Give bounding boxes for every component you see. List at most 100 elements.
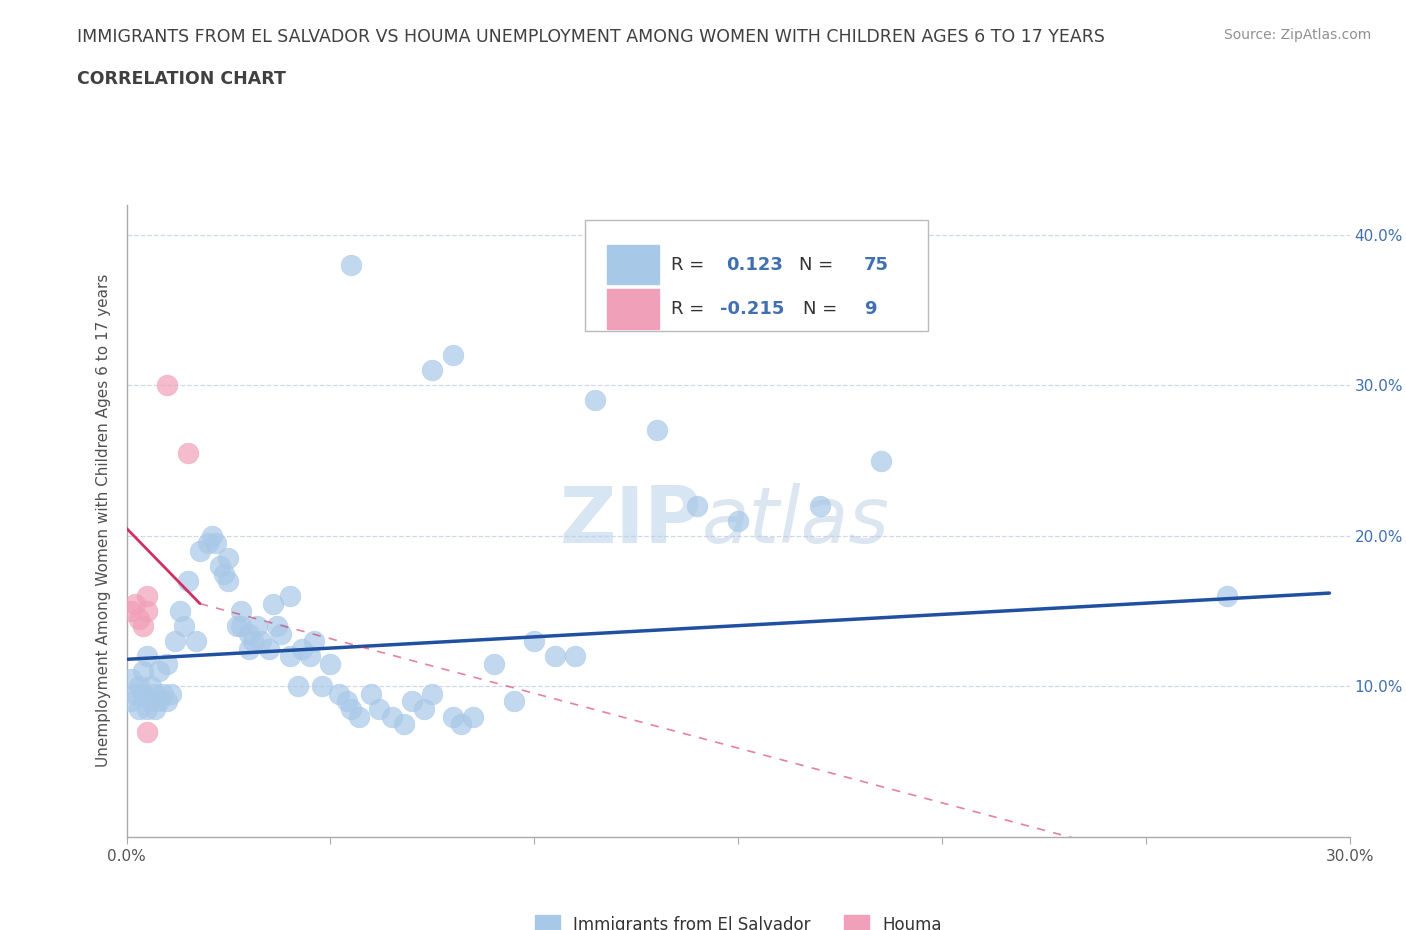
Point — [218, 551, 240, 565]
Point — [259, 642, 281, 657]
Point — [156, 657, 179, 671]
Point — [143, 686, 166, 701]
Point — [441, 709, 464, 724]
Point — [543, 649, 565, 664]
Point — [156, 378, 179, 392]
Point — [401, 694, 423, 709]
Point — [727, 513, 749, 528]
Point — [135, 649, 157, 664]
Point — [278, 589, 301, 604]
Point — [246, 618, 269, 633]
Point — [156, 694, 179, 709]
Point — [463, 709, 485, 724]
Text: N =: N = — [800, 256, 839, 273]
Point — [120, 694, 142, 709]
Point — [503, 694, 526, 709]
Point — [278, 649, 301, 664]
Point — [218, 574, 240, 589]
Text: atlas: atlas — [702, 483, 890, 559]
Point — [262, 596, 284, 611]
Point — [270, 626, 292, 641]
Point — [238, 642, 260, 657]
Point — [128, 611, 150, 626]
Point — [139, 694, 162, 709]
Text: -0.215: -0.215 — [720, 300, 785, 318]
Point — [340, 701, 363, 716]
Point — [242, 634, 264, 649]
Point — [645, 423, 668, 438]
Point — [184, 634, 207, 649]
Point — [188, 543, 211, 558]
Point — [392, 717, 415, 732]
Point — [132, 618, 155, 633]
Point — [523, 634, 546, 649]
Text: Source: ZipAtlas.com: Source: ZipAtlas.com — [1223, 28, 1371, 42]
Point — [143, 701, 166, 716]
Point — [148, 664, 170, 679]
Point — [120, 671, 142, 686]
Point — [229, 618, 252, 633]
Point — [197, 536, 219, 551]
Text: CORRELATION CHART: CORRELATION CHART — [77, 70, 287, 87]
Point — [201, 528, 224, 543]
Point — [1216, 589, 1239, 604]
Point — [368, 701, 391, 716]
Point — [422, 363, 444, 378]
Point — [209, 559, 232, 574]
Point — [139, 679, 162, 694]
Point — [135, 604, 157, 618]
Point — [173, 618, 195, 633]
Text: R =: R = — [671, 300, 710, 318]
Point — [287, 679, 309, 694]
Point — [380, 709, 404, 724]
Point — [225, 618, 247, 633]
Point — [238, 626, 260, 641]
Point — [336, 694, 359, 709]
Point — [328, 686, 350, 701]
Point — [177, 574, 200, 589]
Point — [120, 604, 142, 618]
FancyBboxPatch shape — [607, 246, 658, 285]
Legend: Immigrants from El Salvador, Houma: Immigrants from El Salvador, Houma — [526, 907, 950, 930]
Point — [302, 634, 325, 649]
Point — [132, 686, 155, 701]
Point — [169, 604, 191, 618]
Text: IMMIGRANTS FROM EL SALVADOR VS HOUMA UNEMPLOYMENT AMONG WOMEN WITH CHILDREN AGES: IMMIGRANTS FROM EL SALVADOR VS HOUMA UNE… — [77, 28, 1105, 46]
Point — [165, 634, 187, 649]
Point — [177, 445, 200, 460]
Point — [319, 657, 342, 671]
Text: 75: 75 — [865, 256, 889, 273]
Point — [152, 686, 174, 701]
Point — [482, 657, 505, 671]
Point — [299, 649, 322, 664]
Text: 0.123: 0.123 — [725, 256, 783, 273]
Point — [148, 694, 170, 709]
Point — [413, 701, 436, 716]
Point — [205, 536, 228, 551]
Point — [808, 498, 831, 513]
Point — [441, 348, 464, 363]
Point — [311, 679, 333, 694]
Point — [450, 717, 472, 732]
Point — [422, 686, 444, 701]
Point — [585, 392, 607, 407]
Point — [160, 686, 183, 701]
Point — [128, 701, 150, 716]
Y-axis label: Unemployment Among Women with Children Ages 6 to 17 years: Unemployment Among Women with Children A… — [96, 274, 111, 767]
Point — [132, 664, 155, 679]
Point — [686, 498, 709, 513]
FancyBboxPatch shape — [585, 220, 928, 331]
Point — [347, 709, 370, 724]
FancyBboxPatch shape — [607, 289, 658, 328]
Text: R =: R = — [671, 256, 710, 273]
Point — [124, 596, 146, 611]
Text: 9: 9 — [865, 300, 877, 318]
Point — [135, 701, 157, 716]
Point — [135, 724, 157, 739]
Point — [229, 604, 252, 618]
Point — [340, 258, 363, 272]
Point — [250, 634, 273, 649]
Point — [870, 453, 893, 468]
Text: N =: N = — [803, 300, 844, 318]
Point — [360, 686, 382, 701]
